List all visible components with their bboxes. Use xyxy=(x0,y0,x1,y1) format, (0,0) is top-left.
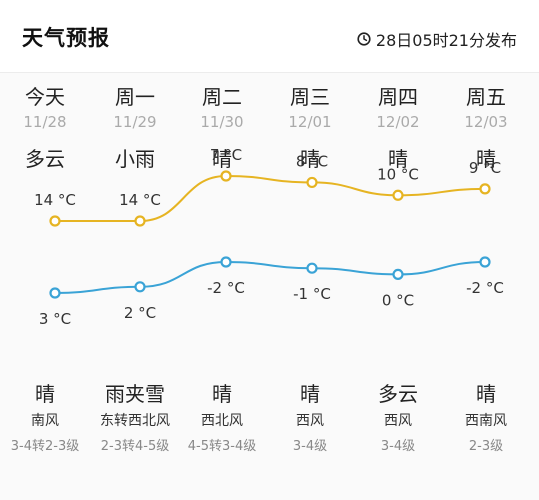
night-condition: 多云 xyxy=(378,382,418,406)
day-name: 周三 xyxy=(290,85,330,109)
day-name: 今天 xyxy=(25,85,65,109)
day-condition: 晴 xyxy=(300,147,320,171)
night-condition: 晴 xyxy=(212,382,232,406)
day-condition: 晴 xyxy=(388,147,408,171)
night-condition: 晴 xyxy=(35,382,55,406)
day-name: 周二 xyxy=(202,85,242,109)
day-name: 周四 xyxy=(378,85,418,109)
day-date: 11/30 xyxy=(200,113,244,131)
wind-level: 3-4转2-3级 xyxy=(10,439,80,454)
forecast-column-5[interactable]: 周五 12/03 晴 晴 西南风 2-3级 xyxy=(441,73,531,500)
wind-direction: 南风 xyxy=(31,413,59,429)
day-condition: 晴 xyxy=(212,147,232,171)
publish-time-text: 28日05时21分发布 xyxy=(375,31,517,50)
day-condition: 晴 xyxy=(476,147,496,171)
day-date: 11/29 xyxy=(113,113,157,131)
wind-direction: 西风 xyxy=(384,413,412,429)
day-condition: 多云 xyxy=(25,147,65,171)
forecast-panel: 今天 11/28 多云 晴 南风 3-4转2-3级 周一 11/29 小雨 雨夹… xyxy=(0,73,539,500)
night-condition: 雨夹雪 xyxy=(105,382,165,406)
forecast-column-0[interactable]: 今天 11/28 多云 晴 南风 3-4转2-3级 xyxy=(0,73,90,500)
app-header: 天气预报 28日05时21分发布 xyxy=(0,0,539,73)
wind-direction: 东转西北风 xyxy=(100,413,170,429)
wind-level: 3-4级 xyxy=(380,439,416,454)
day-name: 周五 xyxy=(466,85,506,109)
wind-level: 2-3转4-5级 xyxy=(100,439,170,454)
forecast-column-2[interactable]: 周二 11/30 晴 晴 西北风 4-5转3-4级 xyxy=(177,73,267,500)
day-name: 周一 xyxy=(115,85,155,109)
day-date: 11/28 xyxy=(23,113,67,131)
wind-direction: 西风 xyxy=(296,413,324,429)
forecast-column-4[interactable]: 周四 12/02 晴 多云 西风 3-4级 xyxy=(353,73,443,500)
day-condition: 小雨 xyxy=(115,147,155,171)
night-condition: 晴 xyxy=(300,382,320,406)
wind-direction: 西南风 xyxy=(465,413,507,429)
forecast-column-1[interactable]: 周一 11/29 小雨 雨夹雪 东转西北风 2-3转4-5级 xyxy=(90,73,180,500)
wind-direction: 西北风 xyxy=(201,413,243,429)
wind-level: 3-4级 xyxy=(292,439,328,454)
day-date: 12/02 xyxy=(376,113,420,131)
page-title: 天气预报 xyxy=(22,26,110,50)
clock-icon xyxy=(357,32,371,46)
wind-level: 4-5转3-4级 xyxy=(187,439,257,454)
day-date: 12/03 xyxy=(464,113,508,131)
day-date: 12/01 xyxy=(288,113,332,131)
night-condition: 晴 xyxy=(476,382,496,406)
publish-time: 28日05时21分发布 xyxy=(357,27,517,51)
wind-level: 2-3级 xyxy=(468,439,504,454)
forecast-column-3[interactable]: 周三 12/01 晴 晴 西风 3-4级 xyxy=(265,73,355,500)
